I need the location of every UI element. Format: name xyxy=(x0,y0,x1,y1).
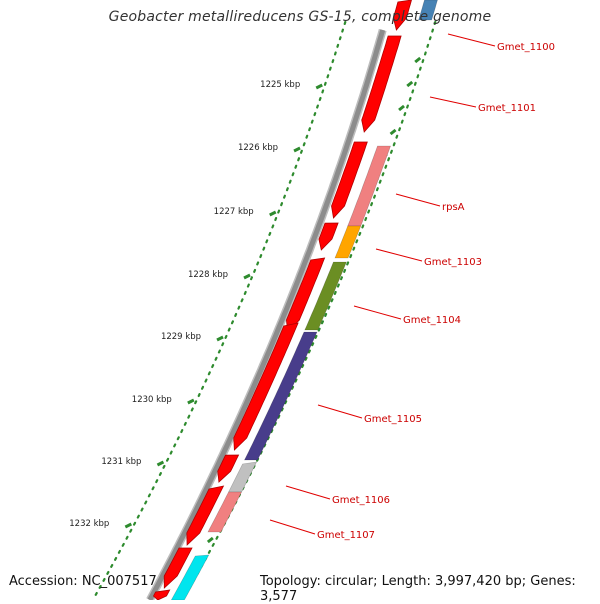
kbp-tick-label: 1232 kbp xyxy=(69,519,109,529)
kbp-tick-label: 1227 kbp xyxy=(214,207,254,217)
forward-gene-arrow xyxy=(186,485,225,546)
reverse-strand-genes xyxy=(170,0,438,600)
kbp-tick-label: 1229 kbp xyxy=(161,332,201,342)
forward-gene-arrow xyxy=(153,589,171,600)
forward-strand-genes xyxy=(153,0,412,600)
forward-gene-arrow xyxy=(361,35,402,133)
kbp-ticks: 1225 kbp 1226 kbp 1227 kbp 1228 kbp 1229 kbp… xyxy=(69,80,323,529)
reverse-gene-bar xyxy=(304,261,347,331)
map-title: Geobacter metallireducens GS-15, complet… xyxy=(108,9,492,25)
gene-label: Gmet_1103 xyxy=(424,257,482,268)
reverse-tick-mark xyxy=(206,536,214,544)
forward-gene-arrow xyxy=(331,141,368,219)
forward-gene-arrow xyxy=(233,322,299,451)
kbp-tick-label: 1226 kbp xyxy=(238,143,278,153)
kbp-tick-mark xyxy=(187,398,195,405)
reverse-gene-bar xyxy=(334,225,362,259)
kbp-tick-label: 1225 kbp xyxy=(260,80,300,90)
gene-label: Gmet_1107 xyxy=(317,530,375,541)
gene-label-leader xyxy=(353,305,402,320)
gene-label-leader xyxy=(269,519,316,535)
gene-label-leader xyxy=(317,404,363,419)
reverse-tick-mark xyxy=(406,80,414,88)
reverse-tick-mark xyxy=(414,56,422,64)
gene-label: Gmet_1105 xyxy=(364,414,422,425)
reverse-track-ticks xyxy=(180,56,422,592)
reverse-tick-mark xyxy=(398,104,405,112)
backbone-line xyxy=(147,29,386,600)
kbp-tick-mark xyxy=(243,273,251,280)
gene-label-leader xyxy=(429,96,477,108)
backbone-shadow xyxy=(146,28,387,600)
gene-labels: Gmet_1100 Gmet_1101 rpsA Gmet_1103 Gmet_1104… xyxy=(269,33,555,541)
kbp-tick-label: 1230 kbp xyxy=(132,395,172,405)
gene-label-leader xyxy=(395,193,441,207)
gene-label-leader xyxy=(285,485,331,500)
dotted-track-left xyxy=(92,20,347,600)
forward-gene-arrow xyxy=(217,454,240,483)
kbp-tick-mark xyxy=(124,522,133,529)
reverse-gene-bar xyxy=(418,0,438,21)
kbp-tick-mark xyxy=(269,210,277,217)
forward-gene-arrow xyxy=(392,0,412,31)
gene-label: Gmet_1106 xyxy=(332,495,390,506)
kbp-tick-mark xyxy=(156,460,165,467)
gene-label: Gmet_1101 xyxy=(478,103,536,114)
gene-label: Gmet_1104 xyxy=(403,315,461,326)
reverse-gene-bar xyxy=(207,491,243,533)
kbp-tick-label: 1231 kbp xyxy=(101,457,141,467)
reverse-gene-bar xyxy=(170,554,210,600)
gene-label: rpsA xyxy=(442,202,465,213)
gene-label-leader xyxy=(447,33,496,47)
gene-label: Gmet_1100 xyxy=(497,42,555,53)
kbp-tick-mark xyxy=(315,83,323,90)
genome-backbone xyxy=(146,28,387,600)
dotted-guide-tracks xyxy=(92,20,437,600)
forward-gene-arrow xyxy=(163,547,193,589)
gene-label-leader xyxy=(375,248,423,262)
accession-label: Accession: NC_007517 xyxy=(9,574,157,589)
kbp-tick-mark xyxy=(293,146,301,153)
reverse-gene-bar xyxy=(244,331,318,461)
forward-gene-arrow xyxy=(318,222,339,251)
kbp-tick-mark xyxy=(216,335,224,342)
kbp-tick-label: 1228 kbp xyxy=(188,270,228,280)
reverse-tick-mark xyxy=(389,128,397,136)
